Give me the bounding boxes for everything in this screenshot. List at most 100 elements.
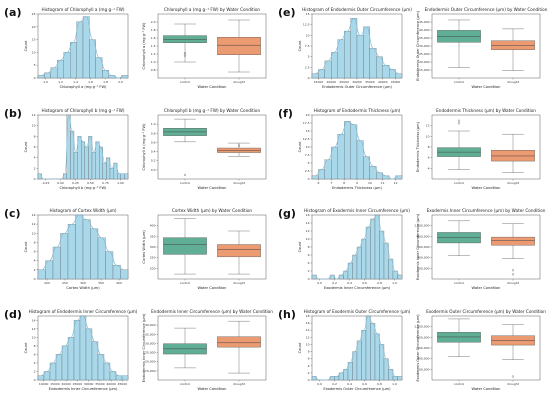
hist-bar [63, 52, 71, 79]
group-label: control [180, 181, 191, 185]
hist-ytick-label: 12.5 [303, 137, 310, 141]
hist-bar [90, 228, 99, 280]
hist-xtick-label: 2.0 [118, 80, 123, 84]
hist-bar [117, 173, 121, 180]
box-ytick-label: 800,000 [417, 234, 429, 238]
hist-xtick-label: 30000 [352, 80, 362, 84]
kde-curve [41, 214, 125, 271]
hist-bar [97, 237, 106, 280]
box-xlabel: Water Condition [198, 186, 227, 190]
hist-ytick-label: 16 [306, 213, 310, 217]
hist-ylabel: Count [298, 241, 302, 252]
box-ytick-label: 400 [150, 224, 156, 228]
box-ytick-label: 0.6 [151, 140, 156, 144]
panel-label: (f) [278, 107, 293, 120]
group-label: control [180, 281, 191, 285]
hist-xtick-label: 45000 [391, 80, 401, 84]
hist-xtick-label: 1.8 [103, 80, 108, 84]
hist-title: Histogram of Endodermis Thickness (μm) [314, 108, 401, 113]
hist-xtick-label: 45000 [118, 382, 128, 386]
box-ytick-label: 200,000 [417, 266, 429, 270]
hist-bar [350, 18, 358, 79]
hist-bar [350, 124, 358, 180]
hist-xtick-label: 0.4 [347, 382, 352, 386]
box-ytick-label: 1.0 [151, 122, 156, 126]
hist-ylabel: Count [24, 141, 28, 152]
hist-bar [382, 65, 390, 79]
box-ylabel: Exodermis Inner Circumference (μm) [416, 213, 420, 280]
hist-ytick-label: 0 [34, 76, 36, 80]
box-ytick-label: 4 [428, 166, 430, 170]
hist-xlabel: Exodermis Inner Circumference (μm) [324, 286, 391, 290]
kde-curve [41, 16, 125, 79]
group-label: drought [233, 281, 246, 285]
hist-ytick-label: 10 [32, 124, 36, 128]
hist-ytick-label: 14 [306, 221, 310, 225]
box-drought [491, 149, 535, 162]
box-ytick-label: 45,000 [419, 20, 430, 24]
box-ytick-label: 1.0 [151, 60, 156, 64]
box-control [163, 35, 207, 43]
hist-bar [331, 52, 338, 79]
outlier-point [457, 122, 461, 125]
group-label: drought [507, 382, 520, 386]
hist-bar [356, 340, 362, 381]
hist-bar [79, 315, 87, 381]
hist-bar [112, 265, 121, 280]
hist-bar [337, 39, 345, 79]
box-ytick-label: 25,000 [145, 351, 156, 355]
hist-ytick-label: 10 [306, 342, 310, 346]
group-label: control [180, 80, 191, 84]
group-label: control [454, 181, 465, 185]
hist-bar [102, 162, 107, 180]
hist-bar [356, 35, 364, 79]
box-ytick-label: 8 [428, 145, 430, 149]
hist-ytick-label: 2 [34, 268, 36, 272]
hist-bar [85, 328, 93, 381]
hist-ytick-label: 12 [306, 229, 310, 233]
hist-bar [55, 354, 63, 381]
box-ytick-label: 35,000 [145, 332, 156, 336]
hist-bar [121, 375, 129, 381]
hist-title: Histogram of Exodermis Outer Circumferen… [304, 309, 411, 314]
box-title: Chlorophyll b (mg g⁻¹ FW) by Water Condi… [164, 108, 261, 113]
hist-xtick-label: 30000 [84, 382, 94, 386]
box-title: Endodermis Outer Circumference (μm) by W… [425, 7, 548, 12]
hist-xtick-label: 35000 [365, 80, 375, 84]
box-xlabel: Water Condition [472, 286, 501, 290]
box-xlabel: Water Condition [198, 286, 227, 290]
hist-xtick-label: 1.0 [43, 80, 48, 84]
hist-bar [95, 141, 100, 180]
hist-ytick-label: 0 [34, 277, 36, 281]
hist-ytick-label: 5 [308, 161, 310, 165]
hist-bar [365, 226, 371, 280]
hist-xtick-label: 40000 [378, 80, 388, 84]
hist-ytick-label: 2 [308, 371, 310, 375]
hist-bar [365, 315, 371, 381]
hist-ylabel: Count [298, 342, 302, 353]
hist-bar [82, 16, 90, 79]
hist-bar [89, 39, 96, 79]
hist-xtick-label: 40000 [106, 382, 116, 386]
box-ylabel: Exodermis Outer Circumference (μm) [416, 314, 420, 382]
group-label: drought [233, 80, 246, 84]
hist-bar [363, 26, 370, 79]
hist-xtick-label: 0.25 [72, 181, 79, 185]
hist-xtick-label: 0.50 [87, 181, 94, 185]
hist-ytick-label: 6 [34, 250, 36, 254]
hist-ytick-label: 12 [32, 113, 36, 117]
outlier-point [183, 54, 187, 57]
box-ytick-label: 12 [426, 124, 430, 128]
box-axes [431, 315, 541, 381]
hist-ytick-label: 6 [308, 253, 310, 257]
box-ytick-label: 0.4 [151, 150, 156, 154]
hist-xtick-label: 8 [343, 181, 345, 185]
hist-bar [75, 214, 84, 280]
hist-ytick-label: 5 [308, 55, 310, 59]
panel-label: (d) [4, 308, 22, 321]
hist-bar [91, 341, 99, 381]
hist-bar [369, 48, 377, 79]
hist-xlabel: Chlorophyll b (mg g⁻¹ FW) [60, 186, 108, 190]
hist-ytick-label: 10 [306, 145, 310, 149]
hist-bar [91, 152, 96, 180]
